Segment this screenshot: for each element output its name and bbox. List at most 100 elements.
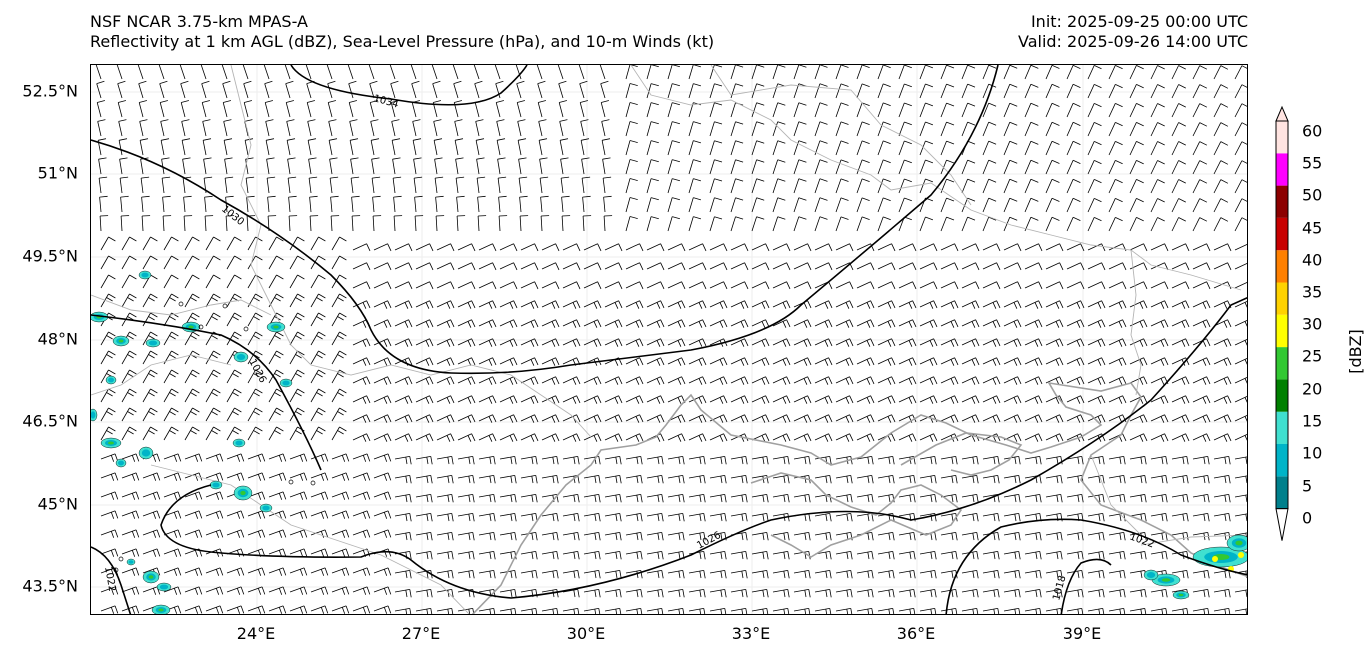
wind-barb: [982, 414, 1001, 423]
wind-barb: [603, 195, 612, 213]
wind-barb: [410, 65, 417, 80]
wind-barb: [541, 281, 560, 290]
wind-barb: [1108, 319, 1127, 328]
wind-barb: [413, 176, 423, 194]
echo-cell: [115, 458, 127, 468]
wind-barb: [331, 510, 350, 519]
wind-barb: [478, 551, 496, 560]
wind-barb: [541, 376, 560, 385]
wind-barb: [751, 513, 769, 522]
wind-barb: [814, 357, 833, 366]
wind-barb: [368, 65, 375, 80]
wind-barb: [541, 475, 559, 484]
wind-barb: [184, 388, 200, 403]
wind-barb: [331, 255, 347, 270]
wind-barb: [814, 216, 828, 232]
wind-barb: [625, 65, 638, 80]
wind-barb: [1024, 414, 1043, 423]
wind-barb: [982, 140, 997, 156]
wind-barb: [793, 456, 811, 465]
echo-cell: [105, 375, 117, 385]
wind-barb: [179, 65, 186, 80]
lat-label: 51°N: [37, 163, 78, 183]
wind-barb: [478, 475, 496, 484]
wind-barb: [117, 100, 127, 118]
wind-barb: [835, 216, 849, 232]
wind-barb: [1024, 338, 1043, 347]
wind-barb: [473, 65, 480, 80]
wind-barb: [1108, 198, 1123, 213]
wind-barb: [310, 312, 326, 327]
wind-barb: [751, 102, 765, 118]
colorbar-tick: 25: [1302, 346, 1323, 366]
echo-cell: [1172, 590, 1190, 600]
wind-barb: [688, 494, 706, 503]
wind-barb: [1024, 608, 1042, 614]
wind-barb: [310, 331, 326, 346]
wind-barb: [667, 262, 686, 271]
wind-barb: [476, 157, 485, 175]
wind-barb: [793, 494, 811, 503]
wind-barb: [373, 472, 392, 481]
wind-barb: [138, 80, 147, 99]
wind-barb: [1108, 608, 1126, 614]
wind-barb: [1234, 396, 1247, 403]
wind-barb: [499, 494, 517, 503]
wind-barb: [1087, 65, 1102, 80]
wind-barb: [287, 157, 296, 175]
wind-barb: [142, 388, 158, 403]
wind-barb: [247, 567, 266, 576]
wind-barb: [457, 532, 475, 541]
light-echo: [178, 301, 184, 307]
wind-barb: [499, 589, 517, 598]
lon-label: 39°E: [1062, 624, 1102, 643]
wind-barb: [289, 586, 308, 595]
wind-barb: [919, 216, 934, 232]
wind-barb: [583, 475, 601, 484]
wind-barb: [1087, 160, 1102, 175]
wind-barb: [1150, 395, 1169, 404]
wind-barb: [982, 551, 1000, 560]
wind-barb: [163, 567, 182, 576]
wind-barb: [793, 243, 812, 252]
colorbar-tick: 45: [1302, 218, 1323, 238]
country-borders-4: [710, 65, 972, 206]
colorbar-tick: 35: [1302, 282, 1323, 302]
lon-label: 33°E: [731, 624, 771, 643]
wind-barb: [268, 586, 287, 595]
wind-barb: [772, 197, 786, 213]
wind-barb: [289, 567, 308, 576]
wind-barb: [1087, 395, 1106, 404]
wind-barb: [116, 65, 123, 80]
wind-barb: [98, 157, 107, 175]
wind-barb: [940, 65, 955, 80]
wind-barb: [184, 491, 203, 500]
colorbar-swatch: [1276, 217, 1288, 251]
wind-barb: [898, 300, 917, 309]
wind-barb: [856, 608, 874, 614]
wind-barb: [1108, 338, 1127, 347]
wind-barb: [163, 407, 179, 422]
wind-barb: [1150, 281, 1169, 290]
wind-barb: [415, 281, 434, 290]
wind-barb: [1150, 338, 1169, 347]
wind-barb: [226, 453, 245, 462]
wind-barb: [1192, 300, 1211, 309]
wind-barb: [940, 376, 959, 385]
wind-barb: [142, 255, 158, 270]
wind-barb: [138, 100, 148, 118]
wind-barb: [877, 178, 891, 194]
wind-barb: [1129, 608, 1147, 614]
wind-barb: [604, 262, 623, 271]
wind-barb: [1150, 300, 1169, 309]
wind-barb: [436, 608, 454, 614]
echo-cell: [126, 558, 136, 566]
colorbar-outline: [1275, 120, 1289, 510]
wind-barb: [268, 491, 287, 500]
echo-cell: [233, 485, 253, 501]
wind-barb: [415, 551, 433, 560]
wind-barb: [1003, 216, 1018, 232]
wind-barb: [940, 414, 959, 423]
wind-barb: [814, 300, 833, 309]
wind-barb: [688, 513, 706, 522]
